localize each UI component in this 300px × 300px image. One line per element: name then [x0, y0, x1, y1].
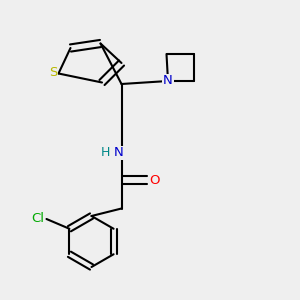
Text: O: O	[149, 173, 160, 187]
Text: N: N	[163, 74, 173, 88]
Text: N: N	[114, 146, 124, 160]
Text: Cl: Cl	[31, 212, 44, 226]
Text: S: S	[49, 66, 57, 80]
Text: H: H	[100, 146, 110, 159]
